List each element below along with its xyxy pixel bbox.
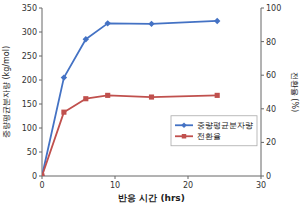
x-tick-label: 30 <box>256 181 266 190</box>
y-tick-label: 100 <box>22 124 37 133</box>
y-axis-line <box>42 8 43 176</box>
series-line <box>42 95 217 176</box>
y-tick <box>39 128 42 129</box>
legend-item: 중량평균분자량 <box>175 121 253 130</box>
x-tick-label: 10 <box>110 181 120 190</box>
y2-tick-label: 60 <box>266 71 276 80</box>
plot-area <box>42 18 220 176</box>
y-tick-label: 300 <box>22 28 37 37</box>
y2-tick <box>261 176 264 177</box>
point <box>83 36 89 42</box>
y2-tick <box>261 75 264 76</box>
y-tick <box>39 80 42 81</box>
point <box>61 74 67 80</box>
x-tick-label: 20 <box>183 181 193 190</box>
y2-tick-label: 100 <box>266 4 281 13</box>
point <box>105 20 111 26</box>
point <box>215 93 220 98</box>
y-tick <box>39 56 42 57</box>
legend-marker <box>181 122 187 128</box>
point <box>149 94 154 99</box>
y2-tick-label: 20 <box>266 138 276 147</box>
y2-tick <box>261 142 264 143</box>
x-axis-label: 반응 시간 (hrs) <box>118 193 185 203</box>
y-tick-label: 150 <box>22 100 37 109</box>
y-tick <box>39 32 42 33</box>
y-tick <box>39 104 42 105</box>
y-tick-label: 350 <box>22 4 37 13</box>
x-tick <box>115 176 116 179</box>
y2-axis-line <box>261 8 262 176</box>
point <box>105 93 110 98</box>
y2-tick-label: 80 <box>266 38 276 47</box>
x-axis-line <box>42 176 261 177</box>
legend-label: 중량평균분자량 <box>197 121 253 130</box>
chart-container: 0102030050100150200250300350020406080100… <box>0 0 301 206</box>
point <box>83 96 88 101</box>
y-tick <box>39 152 42 153</box>
legend-box <box>171 116 257 146</box>
series-line <box>42 21 217 176</box>
point <box>148 21 154 27</box>
legend: 중량평균분자량전환율 <box>171 116 257 146</box>
legend-marker <box>182 134 186 138</box>
y2-tick <box>261 8 264 9</box>
legend-label: 전환율 <box>197 132 221 141</box>
y-tick-label: 0 <box>32 172 37 181</box>
y-axis-label: 중량평균분자량 (kg/mol) <box>2 46 11 138</box>
point <box>42 173 45 176</box>
chart: 0102030050100150200250300350020406080100… <box>0 0 301 206</box>
point <box>214 18 220 24</box>
y2-tick-label: 0 <box>266 172 271 181</box>
y-tick-label: 200 <box>22 76 37 85</box>
y2-axis-label: 전환율 (%) <box>290 72 299 112</box>
y2-tick <box>261 41 264 42</box>
y2-tick <box>261 108 264 109</box>
y-tick <box>39 8 42 9</box>
legend-item: 전환율 <box>175 132 221 141</box>
x-tick-label: 0 <box>39 181 44 190</box>
point <box>61 110 66 115</box>
y-tick <box>39 176 42 177</box>
y-tick-label: 250 <box>22 52 37 61</box>
x-tick <box>188 176 189 179</box>
y2-tick-label: 40 <box>266 105 276 114</box>
y-tick-label: 50 <box>27 148 37 157</box>
